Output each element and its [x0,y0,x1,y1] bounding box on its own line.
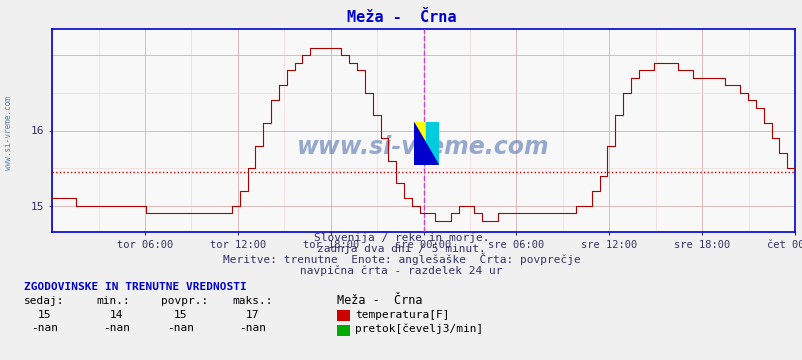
Text: pretok[čevelj3/min]: pretok[čevelj3/min] [354,323,483,334]
Text: ZGODOVINSKE IN TRENUTNE VREDNOSTI: ZGODOVINSKE IN TRENUTNE VREDNOSTI [24,282,246,292]
Text: Meža -  Črna: Meža - Črna [337,294,422,307]
Text: Slovenija / reke in morje.: Slovenija / reke in morje. [314,233,488,243]
Text: temperatura[F]: temperatura[F] [354,310,449,320]
Text: navpična črta - razdelek 24 ur: navpična črta - razdelek 24 ur [300,265,502,276]
Text: povpr.:: povpr.: [160,296,208,306]
Text: maks.:: maks.: [233,296,273,306]
Text: -nan: -nan [239,323,266,333]
Text: Meža -  Črna: Meža - Črna [346,10,456,25]
Text: 17: 17 [246,310,259,320]
Text: www.si-vreme.com: www.si-vreme.com [3,96,13,170]
Text: min.:: min.: [96,296,130,306]
Text: www.si-vreme.com: www.si-vreme.com [297,135,549,159]
Text: -nan: -nan [103,323,130,333]
Text: zadnja dva dni / 5 minut.: zadnja dva dni / 5 minut. [317,244,485,254]
Text: sedaj:: sedaj: [24,296,64,306]
Text: 14: 14 [110,310,123,320]
Text: Meritve: trenutne  Enote: anglešaške  Črta: povprečje: Meritve: trenutne Enote: anglešaške Črta… [222,253,580,265]
Text: -nan: -nan [30,323,58,333]
Text: 15: 15 [38,310,51,320]
Text: 15: 15 [174,310,187,320]
Text: -nan: -nan [167,323,194,333]
